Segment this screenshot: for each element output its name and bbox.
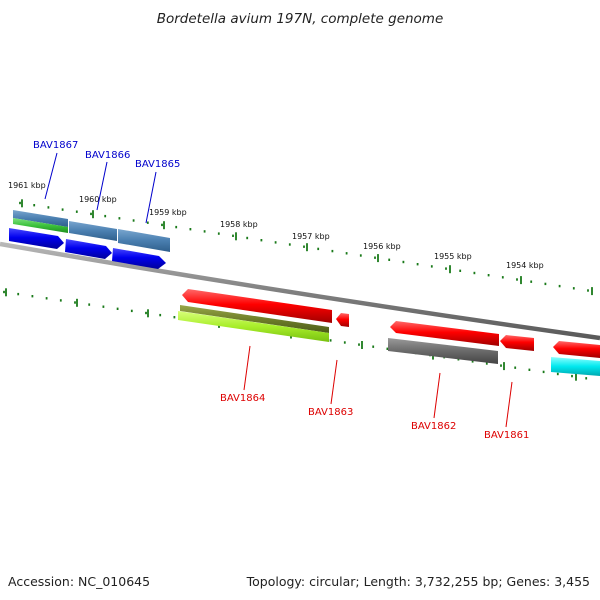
- reverse-strand-genes: [178, 289, 600, 376]
- gene-label-bav1863[interactable]: BAV1863: [308, 407, 353, 418]
- leader-bav1865: [145, 171, 157, 224]
- gene-label-bav1866[interactable]: BAV1866: [85, 150, 130, 161]
- gene-bar-steel[interactable]: [118, 229, 170, 252]
- gene-label-bav1862[interactable]: BAV1862: [411, 421, 456, 432]
- gene-label-bav1867[interactable]: BAV1867: [33, 140, 78, 151]
- gene-labels: BAV1867 BAV1866 BAV1865 BAV1864 BAV1863 …: [33, 140, 529, 441]
- scale-track-outer: [19, 199, 593, 296]
- scale-label-1957: 1957 kbp: [292, 232, 330, 241]
- gene-bar-olive[interactable]: [180, 305, 329, 333]
- gene-arrow-bav1864[interactable]: [182, 289, 332, 323]
- scale-label-1958: 1958 kbp: [220, 220, 258, 229]
- leader-bav1862: [433, 372, 441, 419]
- scale-label-1960: 1960 kbp: [79, 195, 117, 204]
- scale-label-1956: 1956 kbp: [363, 242, 401, 251]
- gene-arrow-bav1861[interactable]: [500, 335, 534, 351]
- gene-arrow-bav1866[interactable]: [65, 239, 112, 259]
- gene-bar-cyan[interactable]: [551, 357, 600, 376]
- genome-summary-text: Topology: circular; Length: 3,732,255 bp…: [246, 574, 590, 589]
- scale-label-1954: 1954 kbp: [506, 261, 544, 270]
- scale-label-1955: 1955 kbp: [434, 252, 472, 261]
- leader-bav1864: [243, 345, 251, 391]
- leader-bav1866: [96, 161, 108, 211]
- gene-arrow-bav1867[interactable]: [9, 228, 64, 249]
- scale-label-1959: 1959 kbp: [149, 208, 187, 217]
- scale-labels: 1961 kbp 1960 kbp 1959 kbp 1958 kbp 1957…: [8, 181, 544, 270]
- gene-bar-steel[interactable]: [13, 210, 68, 227]
- gene-bar-gray[interactable]: [388, 338, 498, 364]
- forward-strand-genes: [9, 210, 170, 269]
- leader-bav1863: [330, 359, 338, 405]
- map-title: Bordetella avium 197N, complete genome: [157, 11, 444, 27]
- gene-arrow-bav1865[interactable]: [112, 248, 166, 269]
- gene-label-bav1861[interactable]: BAV1861: [484, 430, 529, 441]
- gene-arrow-bav1863[interactable]: [336, 313, 349, 327]
- accession-text: Accession: NC_010645: [8, 574, 150, 589]
- label-leaders: [44, 152, 513, 428]
- leader-bav1861: [505, 381, 513, 428]
- gene-bar-lime[interactable]: [178, 311, 329, 342]
- gene-arrow-partial[interactable]: [553, 341, 600, 358]
- gene-bar-steel[interactable]: [69, 221, 117, 241]
- gene-arrow-bav1862[interactable]: [390, 321, 499, 346]
- leader-bav1867: [44, 152, 58, 200]
- gene-label-bav1865[interactable]: BAV1865: [135, 159, 180, 170]
- genome-backbone: [0, 241, 600, 341]
- gene-label-bav1864[interactable]: BAV1864: [220, 393, 265, 404]
- scale-label-1961: 1961 kbp: [8, 181, 46, 190]
- gene-bar-green[interactable]: [13, 218, 68, 233]
